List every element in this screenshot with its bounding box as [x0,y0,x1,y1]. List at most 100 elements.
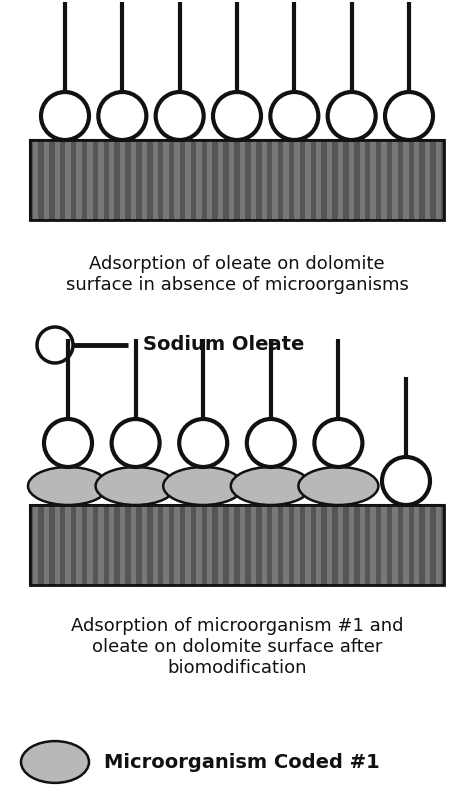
Ellipse shape [96,467,175,505]
Bar [392,140,398,220]
Bar [229,140,234,220]
Bar [338,505,343,585]
Bar [120,505,125,585]
Bar [207,505,212,585]
Bar [425,140,430,220]
Bar [174,505,180,585]
Bar [196,505,201,585]
Bar [294,505,300,585]
Bar [218,505,223,585]
Bar [120,140,125,220]
Bar [33,140,38,220]
Circle shape [382,457,430,505]
Bar [294,140,300,220]
Circle shape [155,92,204,140]
Bar [240,505,245,585]
Bar [338,140,343,220]
Bar [436,140,441,220]
Bar [153,505,158,585]
Bar [262,140,267,220]
Text: Adsorption of oleate on dolomite
surface in absence of microorganisms: Adsorption of oleate on dolomite surface… [65,255,409,294]
Bar [55,505,60,585]
Circle shape [41,92,89,140]
Bar [382,505,387,585]
Bar [33,505,38,585]
Bar [30,505,444,585]
Bar [305,140,310,220]
Circle shape [328,92,376,140]
Bar [240,140,245,220]
Bar [174,140,180,220]
Bar [44,505,49,585]
Bar [98,140,103,220]
Bar [382,140,387,220]
Ellipse shape [21,741,89,783]
Bar [425,505,430,585]
Bar [131,505,136,585]
Bar [153,140,158,220]
Bar [44,140,49,220]
Bar [360,505,365,585]
Text: Sodium Oleate: Sodium Oleate [143,335,304,354]
Circle shape [247,419,295,467]
Bar [142,140,147,220]
Circle shape [98,92,146,140]
Bar [30,140,444,220]
Circle shape [179,419,227,467]
Bar [87,140,92,220]
Bar [316,140,321,220]
Text: Adsorption of microorganism #1 and
oleate on dolomite surface after
biomodificat: Adsorption of microorganism #1 and oleat… [71,617,403,677]
Bar [262,505,267,585]
Bar [109,140,114,220]
Bar [98,505,103,585]
Bar [283,505,289,585]
Bar [131,140,136,220]
Ellipse shape [299,467,378,505]
Ellipse shape [163,467,243,505]
Circle shape [37,327,73,363]
Ellipse shape [28,467,108,505]
Bar [142,505,147,585]
Bar [185,505,191,585]
Bar [403,505,409,585]
Bar [30,505,444,585]
Bar [196,140,201,220]
Bar [164,140,169,220]
Bar [87,505,92,585]
Bar [349,505,354,585]
Bar [371,140,376,220]
Bar [305,505,310,585]
Bar [327,505,332,585]
Bar [65,140,71,220]
Bar [65,505,71,585]
Bar [403,140,409,220]
Bar [251,140,256,220]
Bar [436,505,441,585]
Bar [251,505,256,585]
Bar [327,140,332,220]
Bar [76,505,82,585]
Bar [218,140,223,220]
Bar [316,505,321,585]
Bar [360,140,365,220]
Bar [207,140,212,220]
Bar [164,505,169,585]
Bar [185,140,191,220]
Ellipse shape [231,467,311,505]
Bar [76,140,82,220]
Circle shape [111,419,160,467]
Bar [55,140,60,220]
Bar [349,140,354,220]
Bar [392,505,398,585]
Circle shape [44,419,92,467]
Bar [414,505,419,585]
Bar [283,140,289,220]
Circle shape [213,92,261,140]
Circle shape [314,419,363,467]
Bar [109,505,114,585]
Bar [273,505,278,585]
Bar [371,505,376,585]
Bar [273,140,278,220]
Text: Microorganism Coded #1: Microorganism Coded #1 [104,753,380,771]
Circle shape [270,92,319,140]
